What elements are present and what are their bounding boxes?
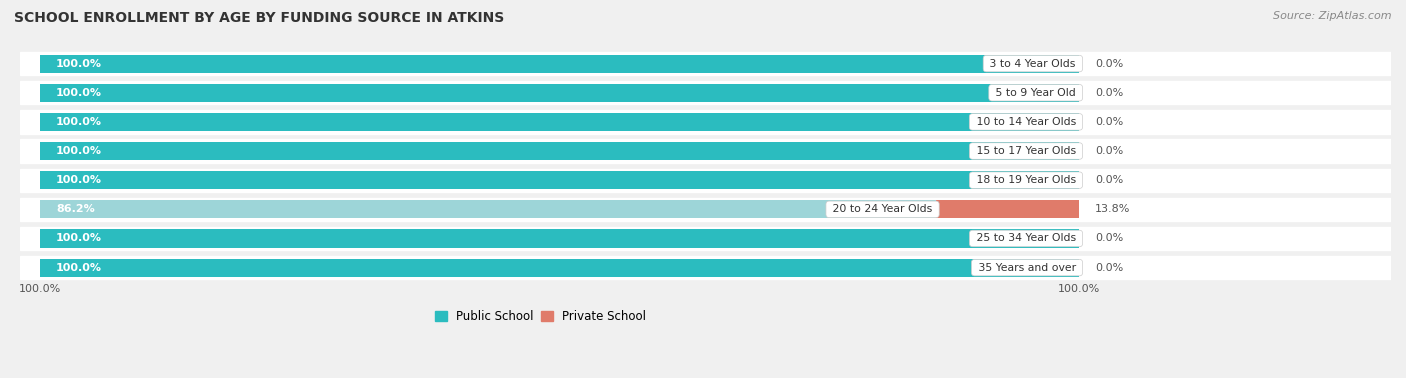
Text: 18 to 19 Year Olds: 18 to 19 Year Olds <box>973 175 1080 185</box>
Text: SCHOOL ENROLLMENT BY AGE BY FUNDING SOURCE IN ATKINS: SCHOOL ENROLLMENT BY AGE BY FUNDING SOUR… <box>14 11 505 25</box>
Text: 15 to 17 Year Olds: 15 to 17 Year Olds <box>973 146 1080 156</box>
Text: 100.0%: 100.0% <box>56 117 103 127</box>
Bar <box>20 52 1391 75</box>
Text: 100.0%: 100.0% <box>1059 284 1101 294</box>
Bar <box>20 256 1391 279</box>
Bar <box>41 54 1080 73</box>
Text: 0.0%: 0.0% <box>1095 59 1123 68</box>
Bar <box>41 200 936 218</box>
Text: 100.0%: 100.0% <box>56 59 103 68</box>
Text: 100.0%: 100.0% <box>56 175 103 185</box>
Text: 86.2%: 86.2% <box>56 204 94 214</box>
Bar <box>41 142 1080 160</box>
Text: 0.0%: 0.0% <box>1095 146 1123 156</box>
Legend: Public School, Private School: Public School, Private School <box>430 305 651 328</box>
Text: 0.0%: 0.0% <box>1095 175 1123 185</box>
Bar <box>20 139 1391 163</box>
Text: 100.0%: 100.0% <box>56 234 103 243</box>
Text: 0.0%: 0.0% <box>1095 234 1123 243</box>
Bar <box>20 227 1391 250</box>
Bar <box>936 200 1080 218</box>
Bar <box>41 84 1080 102</box>
Bar <box>20 110 1391 133</box>
Text: Source: ZipAtlas.com: Source: ZipAtlas.com <box>1274 11 1392 21</box>
Bar <box>20 169 1391 192</box>
Bar <box>41 171 1080 189</box>
Bar <box>41 229 1080 248</box>
Bar <box>41 113 1080 131</box>
Text: 0.0%: 0.0% <box>1095 117 1123 127</box>
Text: 0.0%: 0.0% <box>1095 263 1123 273</box>
Bar <box>20 81 1391 104</box>
Bar <box>41 259 1080 277</box>
Text: 13.8%: 13.8% <box>1095 204 1130 214</box>
Text: 10 to 14 Year Olds: 10 to 14 Year Olds <box>973 117 1080 127</box>
Text: 5 to 9 Year Old: 5 to 9 Year Old <box>993 88 1080 98</box>
Text: 100.0%: 100.0% <box>56 263 103 273</box>
Text: 25 to 34 Year Olds: 25 to 34 Year Olds <box>973 234 1080 243</box>
Text: 3 to 4 Year Olds: 3 to 4 Year Olds <box>987 59 1080 68</box>
Text: 35 Years and over: 35 Years and over <box>974 263 1080 273</box>
Text: 100.0%: 100.0% <box>56 88 103 98</box>
Bar <box>20 198 1391 221</box>
Text: 100.0%: 100.0% <box>20 284 62 294</box>
Text: 100.0%: 100.0% <box>56 146 103 156</box>
Text: 0.0%: 0.0% <box>1095 88 1123 98</box>
Text: 20 to 24 Year Olds: 20 to 24 Year Olds <box>830 204 936 214</box>
